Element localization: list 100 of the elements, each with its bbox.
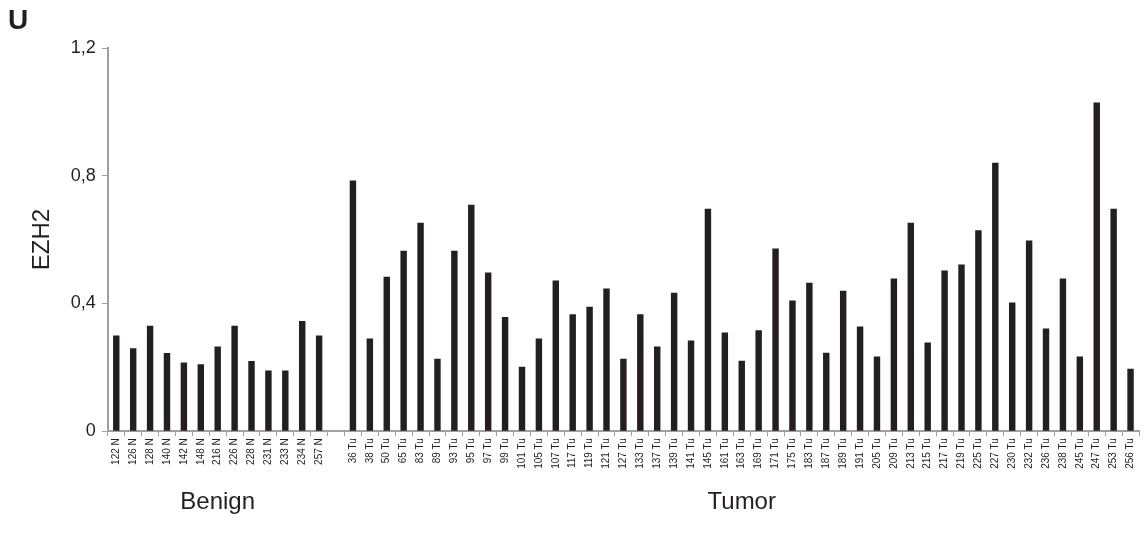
bar xyxy=(1127,368,1134,431)
bar xyxy=(315,335,323,431)
x-tick-label: 126 N xyxy=(126,438,138,465)
x-tick-label: 187 Tu xyxy=(820,438,832,469)
x-tick-label: 97 Tu xyxy=(481,438,493,464)
bar xyxy=(772,248,779,431)
x-tick-label: 216 N xyxy=(211,438,223,465)
bar xyxy=(248,360,255,431)
x-tick-label: 257 N xyxy=(312,438,324,465)
bar xyxy=(349,180,357,431)
x-tick-label: 119 Tu xyxy=(583,438,595,469)
x-tick-label: 245 Tu xyxy=(1073,438,1085,469)
bar xyxy=(823,352,830,431)
bar xyxy=(299,321,306,431)
bar xyxy=(907,222,914,431)
bar xyxy=(400,250,407,431)
bar xyxy=(721,332,729,431)
y-tick-label: 0,8 xyxy=(70,164,96,185)
x-tick-label: 127 Tu xyxy=(617,438,629,469)
x-tick-label: 89 Tu xyxy=(431,438,443,464)
bar xyxy=(1093,102,1100,431)
bar xyxy=(552,280,560,431)
bar xyxy=(417,222,424,431)
bar xyxy=(958,264,965,431)
x-tick-label: 219 Tu xyxy=(955,438,967,469)
x-tick-label: 117 Tu xyxy=(566,438,578,469)
bar xyxy=(231,325,238,431)
bar xyxy=(1076,356,1084,431)
bar xyxy=(197,364,205,431)
bar xyxy=(451,250,458,431)
bar xyxy=(180,362,188,431)
x-tick-label: 228 N xyxy=(245,438,257,465)
y-tick-label: 1,2 xyxy=(70,36,96,57)
x-tick-label: 205 Tu xyxy=(870,438,882,469)
x-tick-label: 148 N xyxy=(194,438,206,465)
bar xyxy=(501,316,509,431)
x-tick-label: 161 Tu xyxy=(718,438,730,469)
text: Benign xyxy=(180,487,256,515)
bar xyxy=(839,290,847,431)
bar xyxy=(890,278,898,431)
bar xyxy=(992,162,999,431)
x-tick-label: 139 Tu xyxy=(667,438,679,469)
x-tick-label: 226 N xyxy=(228,438,240,465)
bar xyxy=(366,338,374,431)
bar xyxy=(975,230,982,431)
x-tick-label: 128 N xyxy=(143,438,155,465)
x-tick-label: 99 Tu xyxy=(498,438,510,464)
x-tick-label: 107 Tu xyxy=(549,438,561,469)
bar xyxy=(586,306,593,431)
x-tick-label: 191 Tu xyxy=(853,438,865,469)
bar xyxy=(282,370,289,431)
bar xyxy=(789,300,796,431)
x-tick-label: 213 Tu xyxy=(904,438,916,469)
x-tick-label: 217 Tu xyxy=(938,438,950,469)
bar xyxy=(1009,302,1016,431)
y-tick-label: 0,4 xyxy=(70,292,96,313)
x-tick-label: 83 Tu xyxy=(414,438,426,464)
x-tick-label: 175 Tu xyxy=(786,438,798,469)
bar xyxy=(113,335,120,431)
x-tick-label: 183 Tu xyxy=(803,438,815,469)
bar xyxy=(569,314,576,431)
x-tick-label: 238 Tu xyxy=(1056,438,1068,469)
bar xyxy=(383,276,390,431)
x-tick-label: 247 Tu xyxy=(1090,438,1102,469)
bar xyxy=(738,360,745,431)
x-tick-label: 215 Tu xyxy=(921,438,933,469)
x-tick-label: 137 Tu xyxy=(650,438,662,469)
x-tick-label: 65 Tu xyxy=(397,438,409,464)
x-tick-label: 232 Tu xyxy=(1022,438,1034,469)
bar xyxy=(654,346,661,431)
x-tick-label: 230 Tu xyxy=(1005,438,1017,469)
x-tick-label: 227 Tu xyxy=(989,438,1001,469)
x-tick-label: 122 N xyxy=(110,438,122,465)
bar xyxy=(704,208,712,431)
bar xyxy=(687,340,695,431)
bar xyxy=(856,326,864,431)
text: Tumor xyxy=(707,487,776,515)
bar xyxy=(873,356,881,431)
x-tick-label: 50 Tu xyxy=(380,438,392,464)
y-tick-label: 0 xyxy=(85,420,96,441)
x-tick-label: 105 Tu xyxy=(532,438,544,469)
x-tick-label: 163 Tu xyxy=(735,438,747,469)
bar xyxy=(214,346,221,431)
x-tick-label: 231 N xyxy=(262,438,274,465)
bar xyxy=(941,270,948,431)
bar xyxy=(1025,240,1033,431)
x-tick-label: 234 N xyxy=(295,438,307,465)
y-axis-title: EZH2 xyxy=(27,208,55,271)
x-tick-label: 253 Tu xyxy=(1107,438,1119,469)
x-tick-label: 209 Tu xyxy=(887,438,899,469)
bar xyxy=(755,330,762,431)
bar xyxy=(806,282,813,431)
x-tick-label: 171 Tu xyxy=(769,438,781,469)
bar xyxy=(535,338,543,431)
bar xyxy=(434,358,441,431)
text: U xyxy=(8,4,29,36)
x-tick-label: 93 Tu xyxy=(448,438,460,464)
x-tick-label: 233 N xyxy=(279,438,291,465)
bar xyxy=(670,292,678,431)
bar xyxy=(637,314,644,431)
